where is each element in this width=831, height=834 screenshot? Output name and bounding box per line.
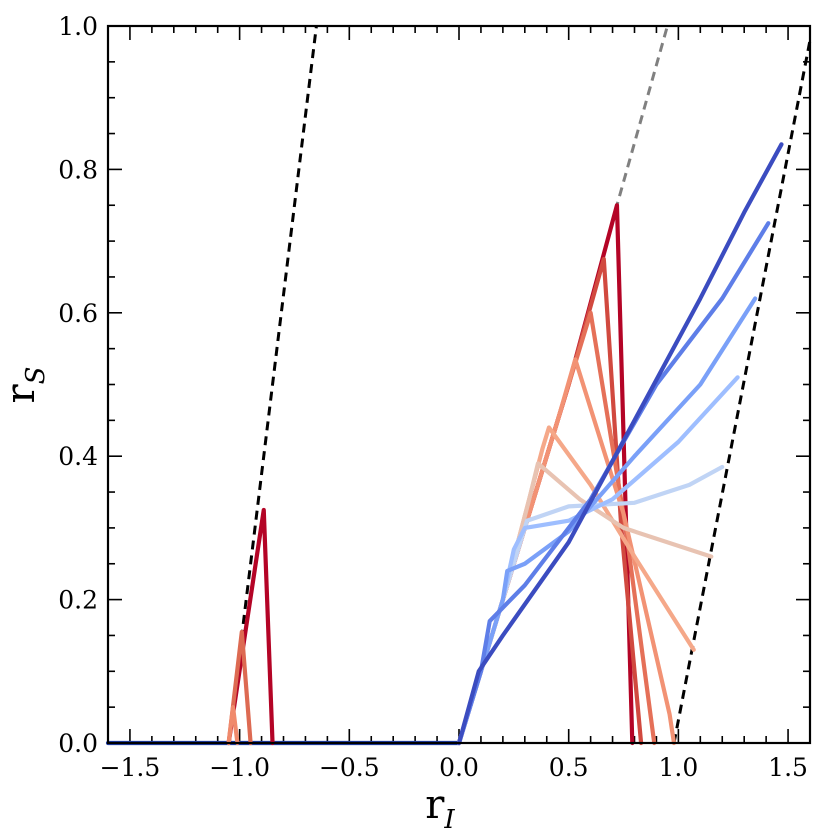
y-tick-label: 1.0 [58,12,98,41]
y-tick-label: 0.2 [58,586,98,615]
x-tick-label: −1.5 [100,753,161,782]
y-tick-label: 0.8 [58,155,98,184]
x-tick-label: −1.0 [209,753,270,782]
x-tick-label: 1.0 [658,753,698,782]
y-tick-label: 0.0 [58,729,98,758]
series-line-15 [456,296,758,746]
axis-labels: rI rS [0,367,455,834]
series-lines [105,25,812,746]
x-tick-label: −0.5 [319,753,380,782]
series-line-10 [456,357,677,746]
x-axis-label: rI [425,782,455,834]
y-axis-label: rS [0,367,51,404]
plot-frame [106,24,812,745]
series-line-4 [226,507,275,746]
series-line-17 [456,142,784,746]
x-tick-label: 0.5 [549,753,589,782]
y-tick-label: 0.6 [58,299,98,328]
reference-dashed-line-0 [227,25,318,744]
series-line-6 [226,705,240,746]
tick-labels: −1.5 −1.0 −0.5 0.0 0.5 1.0 1.5 0.0 0.2 0.4 0.6 0.8 1… [58,12,808,782]
y-tick-label: 0.4 [58,442,98,471]
ticks [107,25,811,744]
series-line-11 [456,425,696,746]
x-tick-label: 1.5 [768,753,808,782]
series-line-8 [456,256,644,746]
x-tick-label: 0.0 [439,753,479,782]
